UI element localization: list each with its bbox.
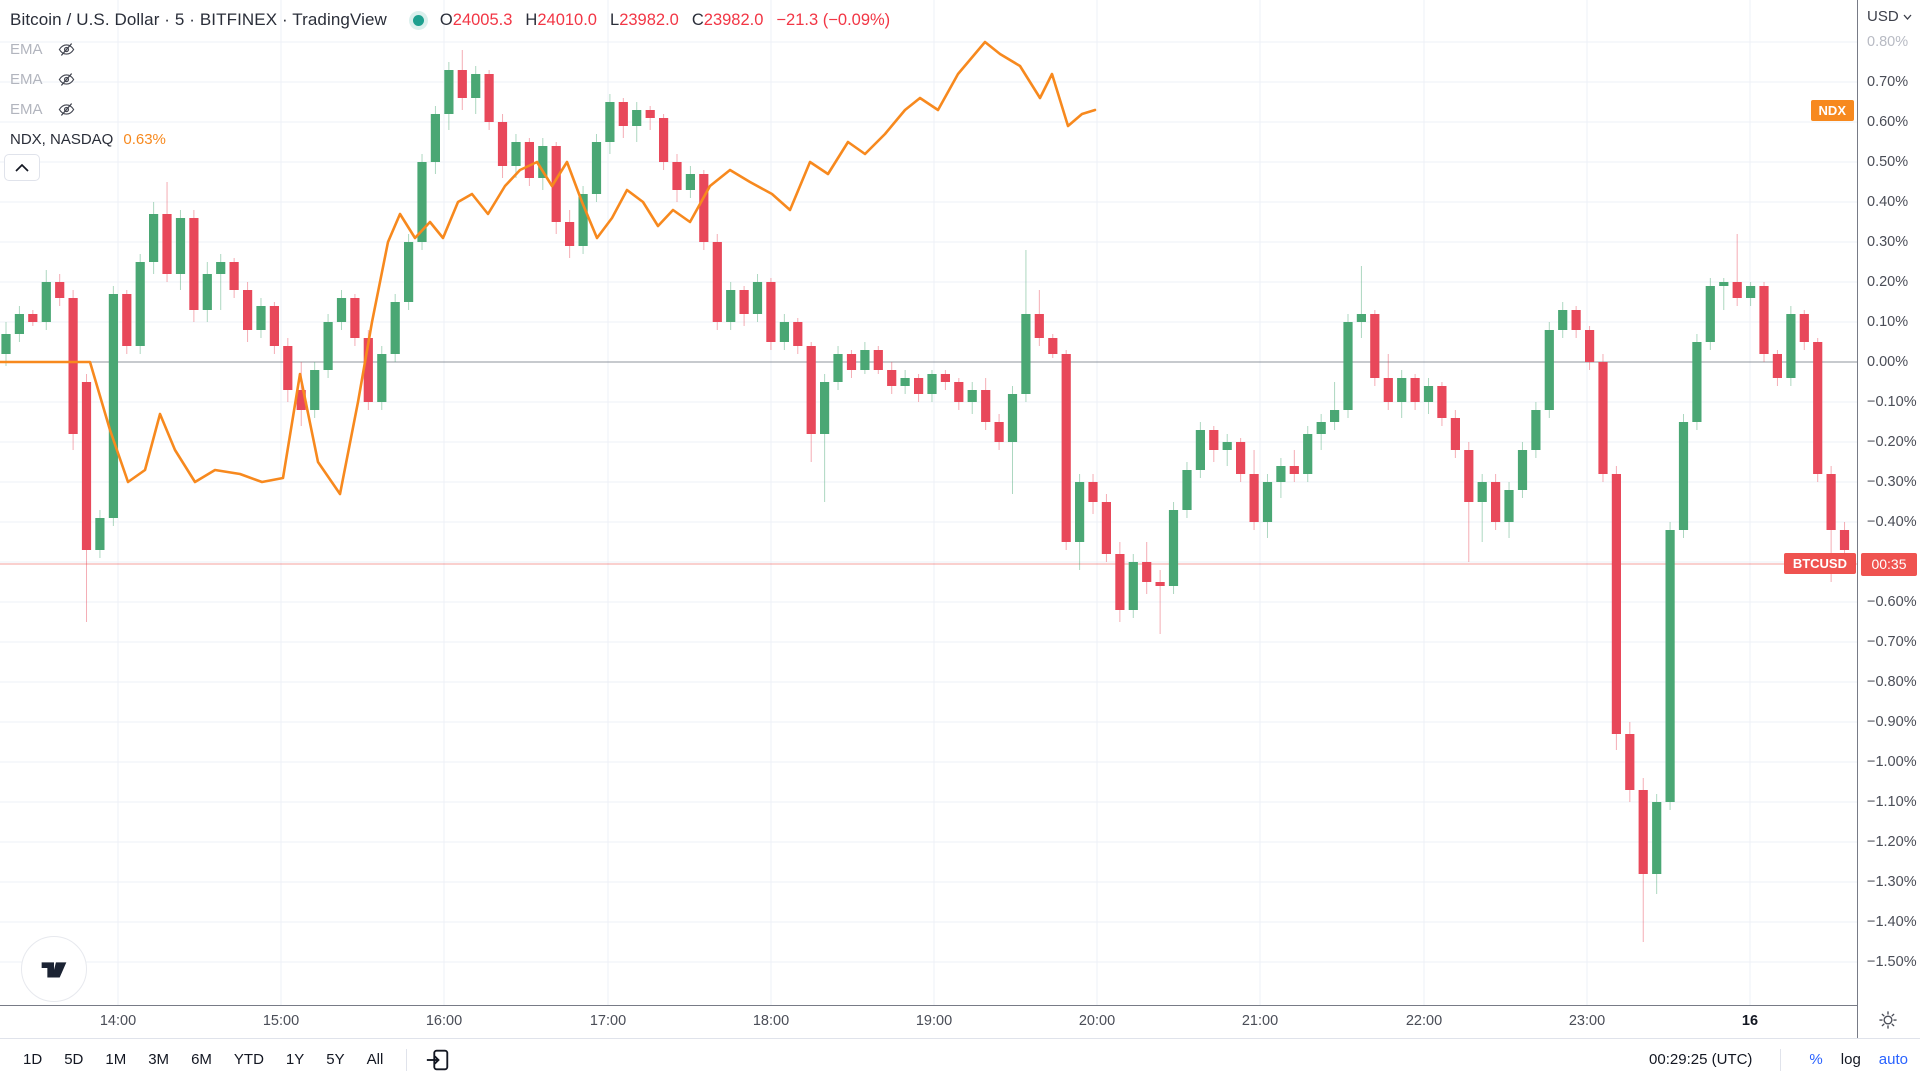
time-tick: 23:00 (1568, 1013, 1606, 1029)
price-tick: −1.40% (1867, 914, 1917, 930)
symbol-title-row[interactable]: Bitcoin / U.S. Dollar · 5 · BITFINEX · T… (10, 6, 890, 34)
toolbar-divider (1780, 1048, 1782, 1071)
ohlc-o: O24005.3 (439, 10, 513, 29)
ohlc-values: O24005.3 H24010.0 L23982.0 C23982.0 −21.3 (−… (440, 11, 890, 30)
range-button-5d[interactable]: 5D (64, 1051, 84, 1068)
chevron-up-icon (15, 163, 29, 172)
price-tick: −1.50% (1867, 954, 1917, 970)
chart-area[interactable]: Bitcoin / U.S. Dollar · 5 · BITFINEX · T… (0, 0, 1857, 1005)
percent-scale-toggle[interactable]: % (1809, 1051, 1823, 1068)
price-tick: 0.70% (1867, 74, 1909, 90)
ohlc-h: H24010.0 (525, 10, 597, 29)
ema-row-3[interactable]: EMA (10, 94, 890, 124)
tradingview-logo[interactable] (21, 936, 87, 1002)
price-tick: 0.50% (1867, 154, 1909, 170)
go-to-date-button[interactable] (421, 1045, 455, 1075)
tradingview-logo-icon (41, 962, 67, 978)
ema-row-1[interactable]: EMA (10, 34, 890, 64)
go-to-date-icon (427, 1049, 449, 1070)
range-button-5y[interactable]: 5Y (326, 1051, 345, 1068)
price-tick: 0.30% (1867, 234, 1909, 250)
price-tick: 0.60% (1867, 114, 1909, 130)
price-tick: −0.70% (1867, 634, 1917, 650)
range-button-6m[interactable]: 6M (191, 1051, 212, 1068)
price-change: −21.3 (−0.09%) (776, 10, 891, 29)
eye-off-icon[interactable] (57, 100, 76, 119)
symbol-title[interactable]: Bitcoin / U.S. Dollar · 5 · BITFINEX · T… (10, 10, 387, 29)
bar-countdown-badge: 00:35 (1861, 553, 1917, 576)
ohlc-l: L23982.0 (610, 10, 679, 29)
price-tick: −1.20% (1867, 834, 1917, 850)
toolbar-divider (406, 1048, 408, 1071)
ohlc-c: C23982.0 (691, 10, 764, 29)
ema-label: EMA (10, 100, 43, 118)
price-tick: −1.30% (1867, 874, 1917, 890)
price-tick: −0.40% (1867, 514, 1917, 530)
time-tick: 21:00 (1241, 1013, 1279, 1029)
time-tick: 17:00 (589, 1013, 627, 1029)
time-tick: 16 (1741, 1013, 1759, 1029)
candlestick-chart[interactable] (0, 0, 1857, 1005)
price-tick: −1.10% (1867, 794, 1917, 810)
eye-off-icon[interactable] (57, 70, 76, 89)
price-tick: −0.80% (1867, 674, 1917, 690)
time-tick: 18:00 (752, 1013, 790, 1029)
price-tick: −0.30% (1867, 474, 1917, 490)
ndx-price-badge: NDX (1810, 100, 1854, 121)
price-tick: −0.90% (1867, 714, 1917, 730)
date-range-buttons: 1D 5D 1M 3M 6M YTD 1Y 5Y All (14, 1046, 392, 1073)
range-button-ytd[interactable]: YTD (233, 1051, 264, 1068)
clock[interactable]: 00:29:25 (UTC) (1649, 1051, 1753, 1068)
eye-off-icon[interactable] (57, 40, 76, 59)
date-range-group: 1D 5D 1M 3M 6M YTD 1Y 5Y All (0, 1045, 455, 1075)
time-tick: 19:00 (915, 1013, 953, 1029)
market-status-icon (412, 14, 424, 26)
ndx-overlay-value: 0.63% (123, 130, 166, 148)
time-axis[interactable]: 14:00 15:00 16:00 17:00 18:00 19:00 20:00 21:00… (0, 1005, 1857, 1038)
legend-collapse-button[interactable] (4, 154, 40, 181)
range-button-all[interactable]: All (366, 1051, 384, 1068)
price-axis[interactable]: USD 0.80% 0.70% 0.60% 0.50% 0.40% 0.30% 0.20% 0… (1857, 0, 1920, 1038)
ema-label: EMA (10, 70, 43, 88)
price-tick: 0.10% (1867, 314, 1909, 330)
axis-settings-gear-icon[interactable] (1877, 1009, 1899, 1036)
ema-row-2[interactable]: EMA (10, 64, 890, 94)
auto-scale-toggle[interactable]: auto (1878, 1051, 1908, 1068)
range-button-1y[interactable]: 1Y (285, 1051, 305, 1068)
time-tick: 14:00 (99, 1013, 137, 1029)
time-tick: 16:00 (425, 1013, 463, 1029)
range-button-1d[interactable]: 1D (23, 1051, 43, 1068)
bottom-toolbar: 1D 5D 1M 3M 6M YTD 1Y 5Y All 00:29:25 (UTC) % lo… (0, 1038, 1920, 1080)
price-tick: 0.20% (1867, 274, 1909, 290)
price-tick: −0.10% (1867, 394, 1917, 410)
price-tick: 0.80% (1867, 34, 1909, 50)
price-tick: −0.60% (1867, 594, 1917, 610)
log-scale-toggle[interactable]: log (1840, 1051, 1861, 1068)
toolbar-right-group: 00:29:25 (UTC) % log auto (1649, 1048, 1920, 1071)
chart-legend: Bitcoin / U.S. Dollar · 5 · BITFINEX · T… (10, 6, 890, 154)
currency-label: USD (1867, 8, 1899, 25)
ema-label: EMA (10, 40, 43, 58)
range-button-3m[interactable]: 3M (148, 1051, 170, 1068)
price-tick: −0.20% (1867, 434, 1917, 450)
time-tick: 22:00 (1405, 1013, 1443, 1029)
btcusd-price-badge: BTCUSD (1783, 553, 1856, 574)
range-button-1m[interactable]: 1M (105, 1051, 127, 1068)
price-tick: 0.00% (1867, 354, 1909, 370)
price-tick: −1.00% (1867, 754, 1917, 770)
time-tick: 15:00 (262, 1013, 300, 1029)
price-tick: 0.40% (1867, 194, 1909, 210)
ndx-overlay-row[interactable]: NDX, NASDAQ 0.63% (10, 124, 890, 154)
currency-selector[interactable]: USD (1867, 8, 1912, 25)
chevron-down-icon (1903, 14, 1912, 20)
time-tick: 20:00 (1078, 1013, 1116, 1029)
ndx-overlay-label: NDX, NASDAQ (10, 130, 114, 148)
ema-indicator-rows: EMA EMA EMA (10, 34, 890, 124)
